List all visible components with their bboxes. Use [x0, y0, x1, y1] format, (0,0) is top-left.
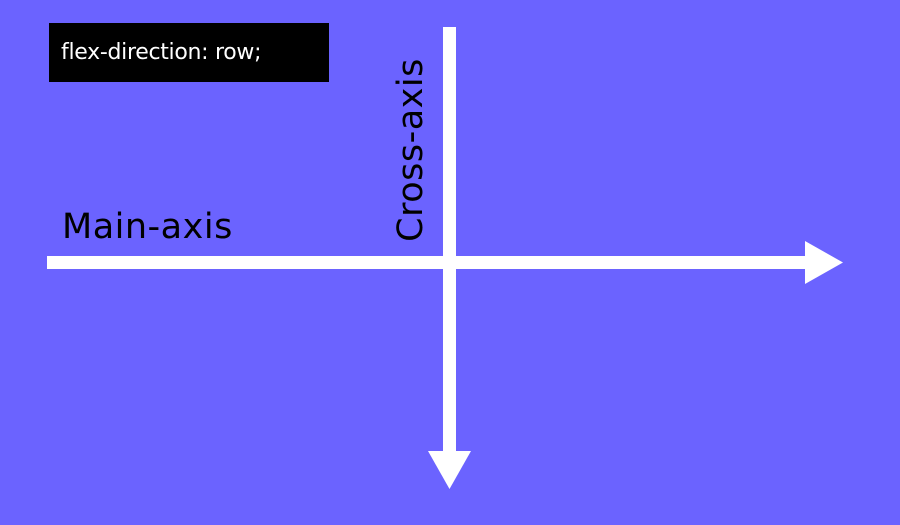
main-axis-label: Main-axis [62, 207, 233, 247]
cross-axis-line [443, 27, 456, 455]
cross-axis-label: Cross-axis [391, 58, 431, 242]
main-axis-arrowhead [805, 241, 843, 284]
flex-direction-code-label: flex-direction: row; [49, 23, 329, 82]
cross-axis-arrowhead [428, 451, 471, 489]
main-axis-line [47, 256, 810, 269]
